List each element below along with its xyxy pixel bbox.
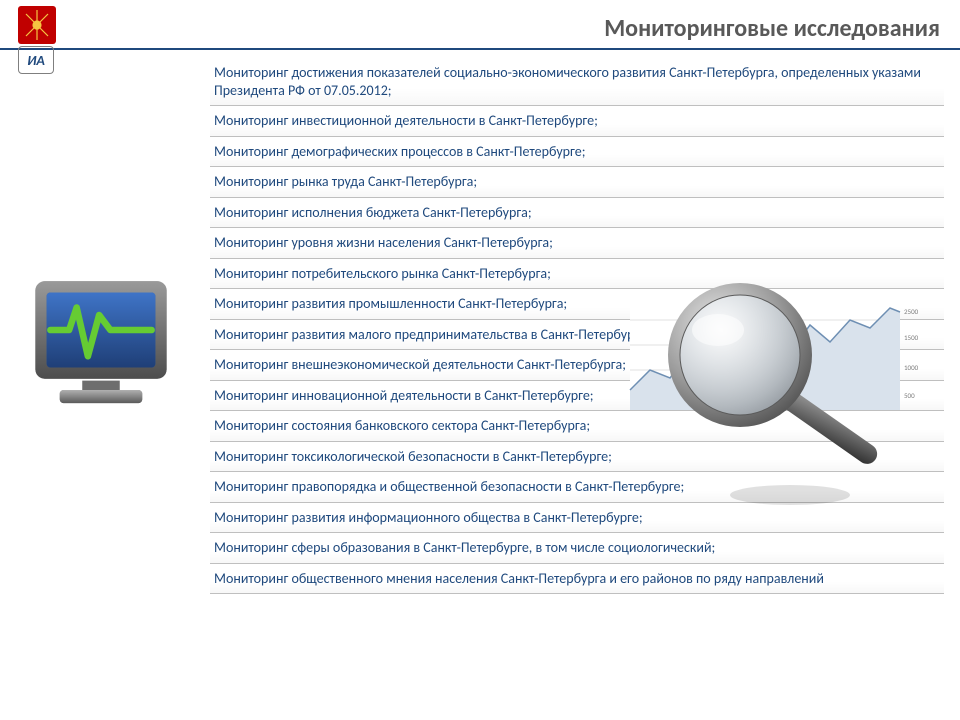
list-item: Мониторинг общественного мнения населени… (210, 564, 944, 595)
list-item: Мониторинг демографических процессов в С… (210, 137, 944, 168)
list-item: Мониторинг инвестиционной деятельности в… (210, 106, 944, 137)
chart-ylabel: 2500 (904, 307, 919, 316)
magnifier-chart-icon: 2500 1500 1000 500 (620, 270, 920, 530)
list-item: Мониторинг уровня жизни населения Санкт-… (210, 228, 944, 259)
list-item: Мониторинг достижения показателей социал… (210, 62, 944, 106)
chart-ylabel: 1000 (904, 363, 919, 372)
monitor-icon (26, 270, 176, 425)
coat-of-arms-icon (18, 6, 56, 44)
list-item: Мониторинг исполнения бюджета Санкт-Пете… (210, 198, 944, 229)
chart-ylabel: 500 (904, 391, 915, 400)
header-rule (0, 48, 960, 50)
list-item: Мониторинг сферы образования в Санкт-Пет… (210, 533, 944, 564)
header: Мониторинговые исследования (0, 0, 960, 50)
list-item: Мониторинг рынка труда Санкт-Петербурга; (210, 167, 944, 198)
page-title: Мониторинговые исследования (0, 14, 960, 43)
chart-ylabel: 1500 (904, 333, 919, 342)
org-logo-icon: ИА (18, 46, 54, 74)
logo-block: ИА (18, 6, 62, 74)
